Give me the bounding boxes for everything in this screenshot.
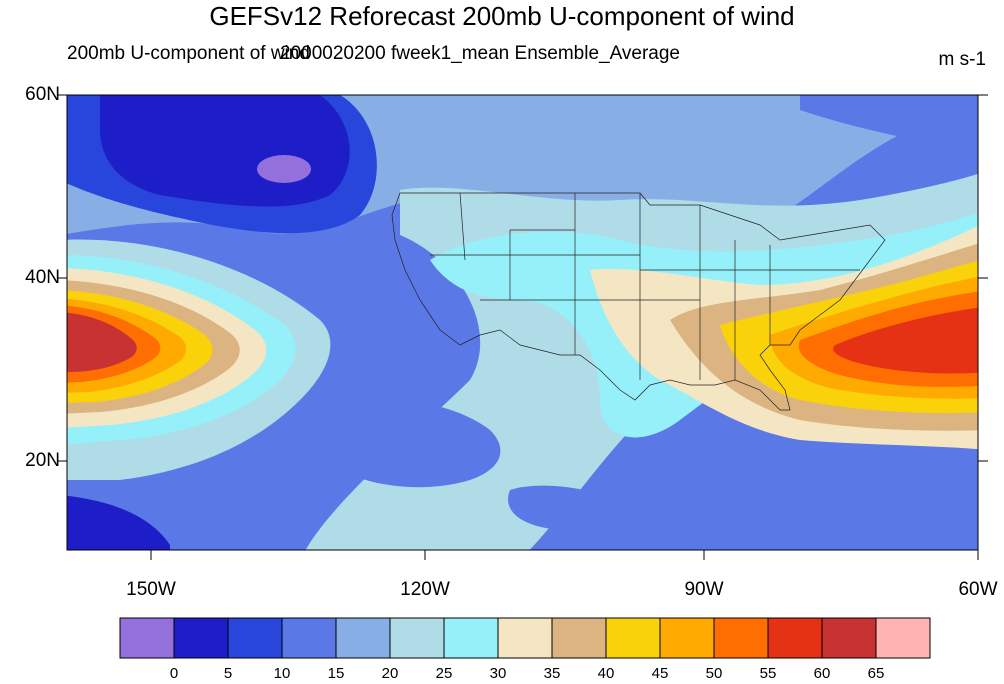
colorbar-label: 35 bbox=[543, 665, 561, 682]
lat-tick-label: 20N bbox=[25, 450, 60, 471]
lon-tick-label: 120W bbox=[400, 579, 450, 600]
colorbar-box bbox=[767, 617, 823, 659]
colorbar-label: 15 bbox=[327, 665, 345, 682]
fill-level-60-65-west bbox=[67, 312, 137, 372]
frame-and-ticks bbox=[57, 94, 988, 560]
colorbar-box bbox=[497, 617, 553, 659]
fill-level-10-15-northeast bbox=[800, 95, 978, 149]
fill-level-10-15-south bbox=[325, 401, 501, 488]
lon-tick-label: 150W bbox=[126, 579, 176, 600]
colorbar-box bbox=[389, 617, 445, 659]
colorbar-box bbox=[551, 617, 607, 659]
fill-level-below-0 bbox=[257, 155, 311, 183]
colorbar-box bbox=[443, 617, 499, 659]
colorbar-label: 10 bbox=[273, 665, 291, 682]
colorbar-label: 50 bbox=[705, 665, 723, 682]
colorbar-box bbox=[713, 617, 769, 659]
lon-tick-label: 90W bbox=[684, 579, 724, 600]
colorbar-label: 45 bbox=[651, 665, 669, 682]
fill-level-0-5-southwest bbox=[67, 495, 170, 550]
colorbar-box bbox=[227, 617, 283, 659]
colorbar-box bbox=[335, 617, 391, 659]
colorbar-box bbox=[119, 617, 175, 659]
colorbar-label: 40 bbox=[597, 665, 615, 682]
colorbar-label: 55 bbox=[759, 665, 777, 682]
wind-contour-field bbox=[67, 95, 978, 550]
units-label: m s-1 bbox=[938, 49, 987, 70]
lat-tick-label: 40N bbox=[25, 267, 60, 288]
colorbar-box bbox=[875, 617, 931, 659]
colorbar-box bbox=[605, 617, 661, 659]
colorbar-label: 5 bbox=[223, 665, 233, 682]
colorbar-box bbox=[173, 617, 229, 659]
fill-level-60-65-east bbox=[833, 307, 978, 374]
colorbar-label: 20 bbox=[381, 665, 399, 682]
map-title: GEFSv12 Reforecast 200mb U-component of … bbox=[209, 1, 795, 31]
colorbar-box bbox=[821, 617, 877, 659]
colorbar bbox=[119, 617, 931, 659]
colorbar-label: 0 bbox=[169, 665, 179, 682]
colorbar-label: 25 bbox=[435, 665, 453, 682]
colorbar-label: 60 bbox=[813, 665, 831, 682]
colorbar-box bbox=[659, 617, 715, 659]
lon-tick-label: 60W bbox=[958, 579, 998, 600]
colorbar-label: 30 bbox=[489, 665, 507, 682]
colorbar-box bbox=[281, 617, 337, 659]
lat-tick-label: 60N bbox=[25, 84, 60, 105]
fill-level-10-15-south2 bbox=[508, 485, 625, 530]
forecast-subtitle: 2000020200 fweek1_mean Ensemble_Average bbox=[280, 43, 681, 64]
state-boundaries bbox=[391, 192, 886, 411]
colorbar-label: 65 bbox=[867, 665, 885, 682]
variable-subtitle: 200mb U-component of wind bbox=[67, 43, 310, 64]
